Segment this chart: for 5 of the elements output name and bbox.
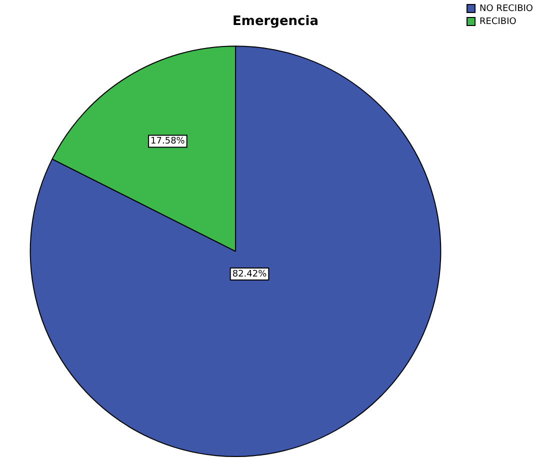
data-label: 82.42% bbox=[232, 269, 268, 280]
data-label: 17.58% bbox=[150, 136, 186, 147]
legend-label: NO RECIBIO bbox=[480, 4, 533, 14]
text: Emergencia bbox=[232, 14, 318, 30]
legend-label: RECIBIO bbox=[480, 16, 516, 27]
